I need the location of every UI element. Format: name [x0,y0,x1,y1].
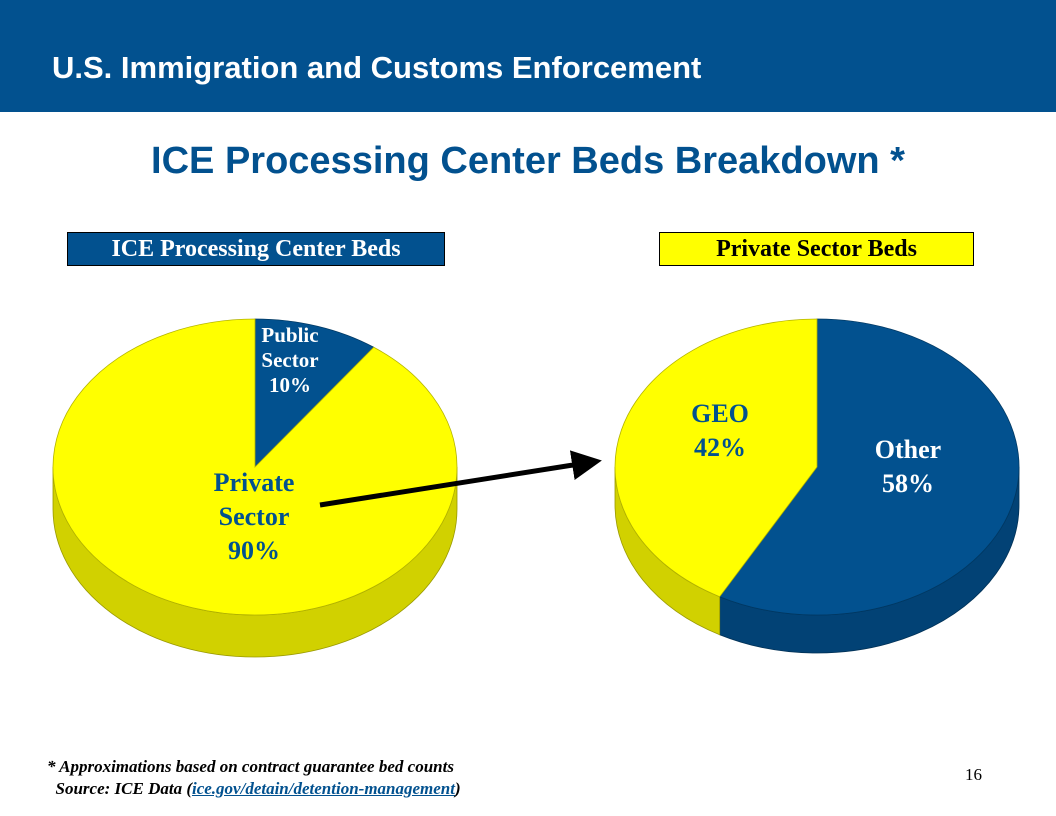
footnote: * Approximations based on contract guara… [47,756,461,800]
pie-right-label-1: GEO 42% [691,399,749,462]
pie-right-label-0: Other 58% [875,435,941,498]
pie-right-slice-0 [719,318,1020,616]
header-bar [0,0,1056,112]
source-prefix: Source: ICE Data ( [55,779,192,798]
source-suffix: ) [455,779,461,798]
footnote-source: Source: ICE Data (ice.gov/detain/detenti… [47,778,461,800]
left-chart-title: ICE Processing Center Beds [67,232,445,266]
page-number: 16 [965,765,982,784]
pie-right-slice-1 [614,318,818,598]
header-title: U.S. Immigration and Customs Enforcement [52,50,702,85]
pie-left-slice-1 [52,318,458,616]
right-chart-title: Private Sector Beds [659,232,974,266]
pie-right: Other 58% GEO 42% [614,318,1020,654]
pie-left-slice-0 [254,318,375,468]
pie-left: Public Sector 10% Private Sector 90% [52,318,458,658]
footnote-note: * Approximations based on contract guara… [47,757,454,776]
slide-title: ICE Processing Center Beds Breakdown * [151,140,905,182]
pie-left-label-1: Private Sector 90% [214,468,295,565]
pie-left-label-0: Public Sector 10% [261,323,318,397]
breakdown-arrow [319,450,602,508]
source-link[interactable]: ice.gov/detain/detention-management [191,779,455,798]
